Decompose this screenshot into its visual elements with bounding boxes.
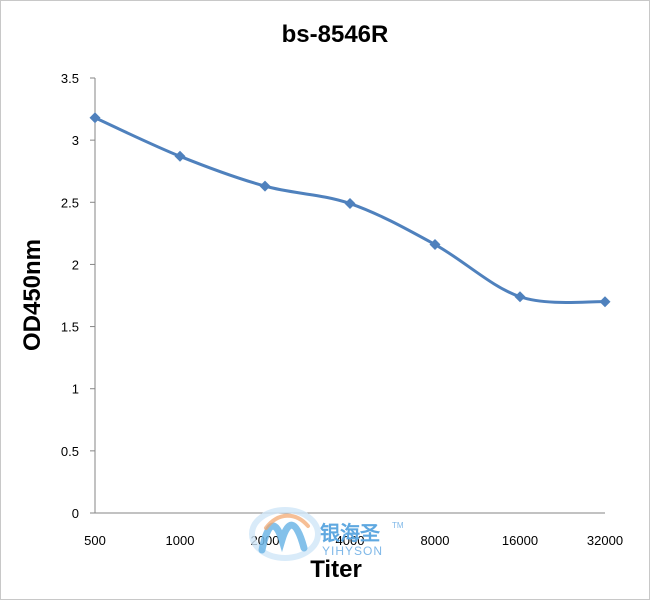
x-tick-label: 16000 [502, 533, 538, 548]
data-point-marker [344, 198, 356, 210]
yihyson-logo-icon [249, 507, 321, 561]
data-point-marker [174, 150, 186, 162]
x-axis-title: Titer [310, 556, 362, 583]
watermark-tm: TM [392, 521, 404, 530]
y-tick-label: 3 [72, 133, 79, 148]
y-tick-label: 3.5 [61, 71, 79, 86]
x-tick-label: 8000 [421, 533, 450, 548]
x-tick-label: 500 [84, 533, 106, 548]
watermark-logo: 银海圣 TM YIHYSON [249, 507, 404, 561]
data-point-marker [89, 112, 101, 124]
watermark-en-text: YIHYSON [322, 544, 383, 558]
y-axis-title: OD450nm [19, 239, 46, 351]
y-tick-label: 1 [72, 382, 79, 397]
series-layer [89, 112, 611, 308]
y-tick-label: 0.5 [61, 444, 79, 459]
y-tick-label: 1.5 [61, 320, 79, 335]
series-line [94, 116, 606, 304]
chart-title: bs-8546R [282, 21, 389, 48]
data-point-marker [514, 291, 526, 303]
data-point-marker [599, 296, 611, 308]
x-axis: 500 1000 2000 4000 8000 16000 32000 [84, 512, 623, 548]
data-point-marker [259, 180, 271, 192]
y-tick-label: 0 [72, 506, 79, 521]
x-tick-label: 1000 [166, 533, 195, 548]
y-tick-label: 2 [72, 257, 79, 272]
y-axis: 0 0.5 1 1.5 2 2.5 3 3.5 [61, 71, 96, 521]
x-tick-label: 4000 [336, 533, 365, 548]
y-tick-label: 2.5 [61, 195, 79, 210]
data-point-marker [429, 239, 441, 251]
watermark-cn-text: 银海圣 [320, 521, 381, 545]
x-tick-label: 32000 [587, 533, 623, 548]
